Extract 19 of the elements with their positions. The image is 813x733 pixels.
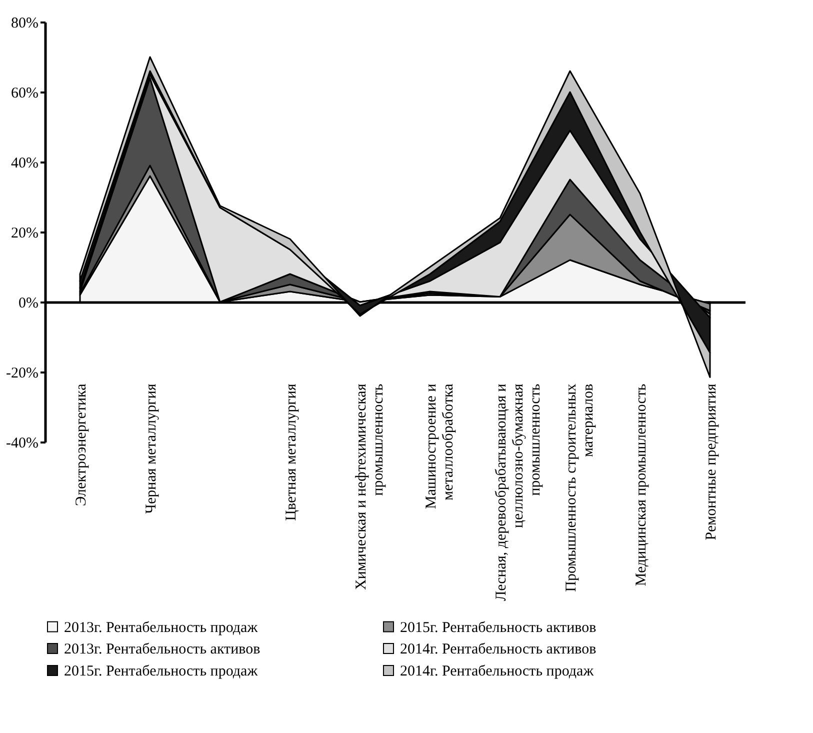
legend-label: 2013г. Рентабельность продаж [64, 620, 258, 636]
y-tick-label: 40% [11, 156, 38, 172]
y-tick-label: 20% [11, 226, 38, 242]
x-tick-label: Химическая и нефтехимическая промышленность [354, 384, 386, 590]
y-tick-label: 0% [18, 296, 38, 312]
x-tick-label: Медицинская промышленность [634, 384, 650, 586]
x-tick-label: Электроэнергетика [74, 383, 90, 506]
legend-label: 2014г. Рентабельность продаж [400, 664, 594, 680]
legend-label: 2015г. Рентабельность продаж [64, 664, 258, 680]
legend-label: 2013г. Рентабельность активов [64, 642, 260, 658]
legend-label: 2014г. Рентабельность активов [400, 642, 596, 658]
legend-label: 2015г. Рентабельность активов [400, 620, 596, 636]
y-tick-label: 80% [11, 16, 38, 32]
x-tick-label: Черная металлургия [144, 384, 160, 514]
x-tick-label: Цветная металлургия [284, 384, 300, 521]
y-tick-label: 60% [11, 86, 38, 102]
y-tick-label: -40% [6, 436, 38, 452]
x-tick-label: Ремонтные предприятия [704, 384, 720, 540]
y-tick-label: -20% [6, 366, 38, 382]
